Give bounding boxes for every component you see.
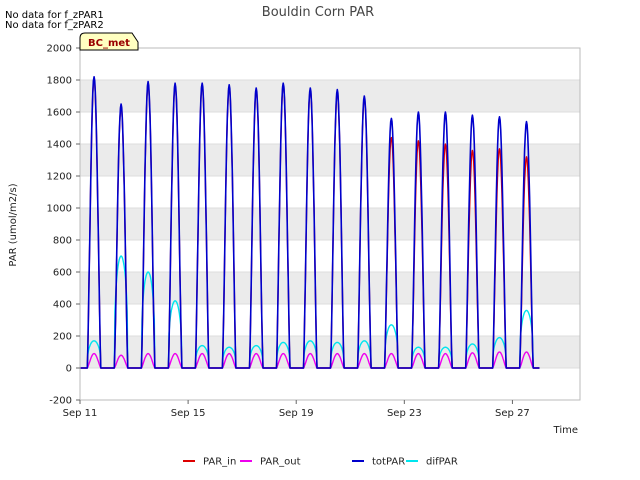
y-tick-label: 1400 — [47, 140, 72, 151]
y-axis-ticks: -200 0 200 400 600 800 1000 1200 1400 1600 1800 200… — [47, 44, 80, 407]
x-axis-label: Time — [553, 425, 578, 436]
plot-frame — [79, 47, 581, 401]
y-tick-label: 1200 — [47, 172, 72, 183]
legend-label-PAR_out: PAR_out — [260, 457, 301, 468]
x-tick-label: Sep 11 — [63, 408, 98, 419]
site-badge: BC_met — [79, 32, 139, 51]
y-tick-label: 600 — [53, 268, 72, 279]
legend: PAR_in PAR_out totPAR difPAR — [183, 457, 458, 468]
background-bands — [80, 80, 580, 368]
y-tick-label: -200 — [49, 396, 72, 407]
y-tick-label: 1800 — [47, 76, 72, 87]
no-data-note-2: No data for f_zPAR2 — [5, 20, 104, 31]
y-tick-label: 400 — [53, 300, 72, 311]
background-band — [80, 272, 580, 304]
y-tick-label: 1000 — [47, 204, 72, 215]
y-tick-label: 800 — [53, 236, 72, 247]
y-tick-label: 1600 — [47, 108, 72, 119]
x-tick-label: Sep 23 — [387, 408, 422, 419]
background-band — [80, 144, 580, 176]
no-data-note-1: No data for f_zPAR1 — [5, 10, 104, 21]
series-line-totPAR — [80, 76, 540, 369]
site-badge-label: BC_met — [88, 38, 130, 49]
y-axis-label: PAR (umol/m2/s) — [8, 183, 19, 266]
site-badge-shape — [79, 32, 139, 51]
x-tick-label: Sep 19 — [279, 408, 314, 419]
y-tick-label: 200 — [53, 332, 72, 343]
chart-title: Bouldin Corn PAR — [262, 5, 374, 20]
legend-label-totPAR: totPAR — [372, 457, 405, 468]
y-tick-label: 0 — [66, 364, 72, 375]
legend-label-PAR_in: PAR_in — [203, 457, 236, 468]
x-axis-ticks: Sep 11 Sep 15 Sep 19 Sep 23 Sep 27 — [63, 400, 530, 419]
x-tick-label: Sep 15 — [171, 408, 206, 419]
x-tick-label: Sep 27 — [495, 408, 530, 419]
y-tick-label: 2000 — [47, 44, 72, 55]
legend-label-difPAR: difPAR — [426, 457, 458, 468]
background-band — [80, 208, 580, 240]
series-lines — [80, 76, 540, 369]
series-line-PAR_out — [80, 351, 540, 369]
background-band — [80, 80, 580, 112]
